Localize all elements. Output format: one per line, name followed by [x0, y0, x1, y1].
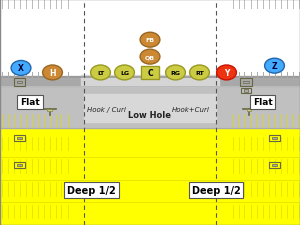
FancyBboxPatch shape: [272, 137, 277, 140]
Circle shape: [166, 66, 185, 81]
Circle shape: [190, 66, 209, 81]
Text: Z: Z: [272, 62, 277, 71]
Circle shape: [140, 33, 160, 48]
Bar: [0, 70, 300, 87]
Bar: [84, 94, 216, 123]
Text: Hook / Curl: Hook / Curl: [87, 106, 126, 112]
Circle shape: [265, 59, 284, 74]
FancyBboxPatch shape: [17, 137, 22, 140]
Bar: [0, 87, 300, 128]
Text: FB: FB: [146, 38, 154, 43]
Bar: [0, 128, 300, 225]
FancyBboxPatch shape: [243, 81, 249, 84]
Text: Flat: Flat: [253, 98, 272, 107]
Circle shape: [140, 50, 160, 65]
Text: LG: LG: [120, 71, 129, 76]
Bar: [0, 78, 300, 87]
Bar: [0, 0, 300, 78]
Text: Low Hole: Low Hole: [128, 110, 172, 119]
Text: Flat: Flat: [20, 98, 40, 107]
Text: Deep 1/2: Deep 1/2: [67, 185, 116, 195]
FancyBboxPatch shape: [272, 164, 277, 166]
Circle shape: [91, 66, 110, 81]
Text: Hook+Curl: Hook+Curl: [172, 106, 209, 112]
FancyBboxPatch shape: [247, 109, 251, 111]
Text: Y: Y: [224, 69, 229, 78]
Text: X: X: [18, 64, 24, 73]
Text: Deep 1/2: Deep 1/2: [192, 185, 240, 195]
Text: C: C: [147, 69, 153, 78]
FancyBboxPatch shape: [47, 109, 52, 111]
Circle shape: [217, 66, 236, 81]
Circle shape: [115, 66, 134, 81]
Text: QB: QB: [145, 55, 155, 60]
FancyBboxPatch shape: [17, 164, 22, 166]
Bar: [81, 76, 219, 87]
FancyBboxPatch shape: [141, 66, 159, 80]
Bar: [0, 77, 300, 79]
Circle shape: [11, 61, 31, 76]
Text: LT: LT: [97, 71, 104, 76]
Text: RG: RG: [170, 71, 181, 76]
Text: RT: RT: [195, 71, 204, 76]
FancyBboxPatch shape: [244, 90, 248, 92]
Text: H: H: [49, 69, 56, 78]
FancyBboxPatch shape: [16, 81, 22, 84]
Circle shape: [43, 66, 62, 81]
